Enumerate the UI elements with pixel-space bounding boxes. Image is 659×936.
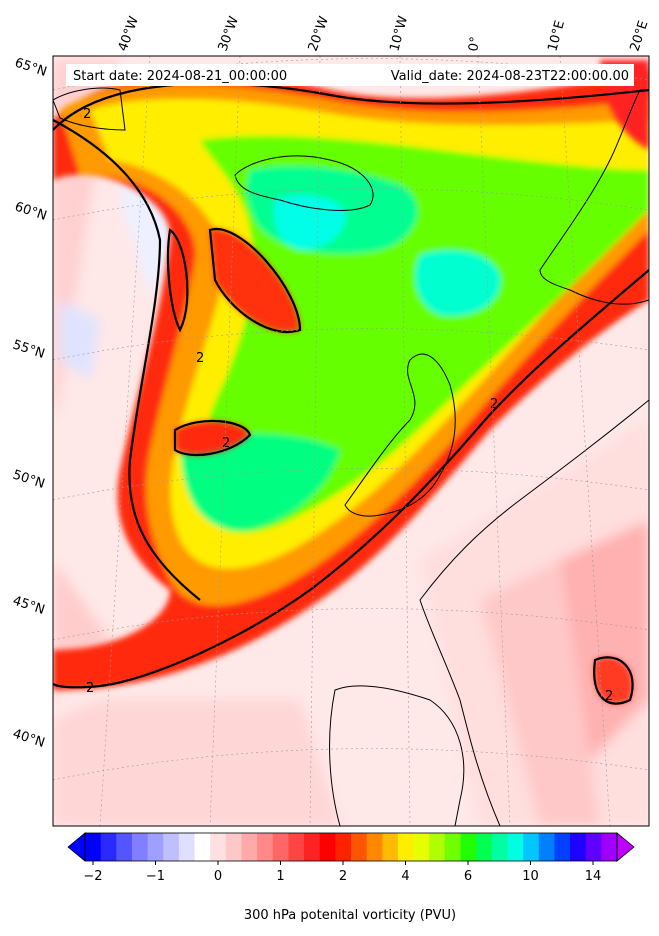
lat-label: 50°N — [11, 468, 47, 492]
colorbar-extend-low — [67, 832, 86, 862]
latitude-labels: 65°N 60°N 55°N 50°N 45°N 40°N — [11, 56, 49, 751]
colorbar: −2 −1 0 1 2 4 6 10 14 300 hPa potenital vorticit… — [67, 832, 635, 923]
lon-label: 20°W — [306, 14, 332, 53]
colorbar-cell — [538, 833, 555, 861]
colorbar-tick-label: 4 — [401, 869, 409, 884]
colorbar-cell — [210, 833, 227, 861]
colorbar-cell — [554, 833, 571, 861]
start-date-label: Start date: 2024-08-21_00:00:00 — [73, 69, 287, 84]
colorbar-frame — [84, 832, 618, 862]
colorbar-cell — [491, 833, 508, 861]
colorbar-cell — [163, 833, 180, 861]
colorbar-tick-label: 0 — [214, 869, 222, 884]
colorbar-tick-label: −1 — [146, 869, 165, 884]
valid-date-label: Valid_date: 2024-08-23T22:00:00.00 — [391, 69, 629, 84]
longitude-labels: 40°W 30°W 20°W 10°W 0° 10°E 20°E — [116, 14, 652, 53]
colorbar-tick-label: 14 — [585, 869, 602, 884]
colorbar-cells — [85, 833, 618, 861]
lon-label: 40°W — [116, 14, 142, 53]
colorbar-cell — [601, 833, 618, 861]
colorbar-cell — [241, 833, 258, 861]
colorbar-cell — [366, 833, 383, 861]
colorbar-cell — [335, 833, 352, 861]
colorbar-cell — [507, 833, 524, 861]
lat-label: 60°N — [13, 200, 49, 224]
colorbar-cell — [523, 833, 540, 861]
colorbar-cell — [429, 833, 446, 861]
british-isles-coast — [344, 353, 456, 517]
map-area[interactable]: 2 2 2 2 2 2 Start date: 2024-08-21_00:00… — [53, 56, 649, 826]
colorbar-cell — [257, 833, 274, 861]
iberia-coast — [329, 685, 465, 826]
colorbar-cell — [585, 833, 602, 861]
colorbar-cell — [225, 833, 242, 861]
colorbar-tick-label: 10 — [522, 869, 539, 884]
colorbar-cell — [85, 833, 102, 861]
europe-coast — [419, 399, 649, 826]
graticule — [53, 56, 649, 826]
colorbar-cell — [272, 833, 289, 861]
lat-label: 40°N — [11, 727, 47, 751]
colorbar-cell — [476, 833, 493, 861]
contour-labels: 2 2 2 2 2 2 — [83, 107, 613, 704]
colorbar-cell — [288, 833, 305, 861]
pv-2-contour — [53, 82, 649, 705]
colorbar-cell — [444, 833, 462, 861]
map-frame — [52, 55, 650, 827]
info-box — [66, 64, 634, 86]
colorbar-tick-label: 1 — [276, 869, 284, 884]
iceland-coast — [234, 155, 374, 211]
contour-label: 2 — [196, 351, 204, 366]
colorbar-cell — [319, 833, 336, 861]
colorbar-title: 300 hPa potenital vorticity (PVU) — [244, 908, 456, 923]
colorbar-ticks: −2 −1 0 1 2 4 6 10 14 — [83, 861, 601, 884]
colorbar-cell — [460, 833, 477, 861]
colorbar-cell — [194, 833, 211, 861]
greenland-coast — [53, 87, 126, 131]
colorbar-cell — [116, 833, 133, 861]
lon-label: 0° — [466, 36, 483, 53]
lon-label: 30°W — [216, 14, 242, 53]
colorbar-tick-label: 6 — [464, 869, 472, 884]
contour-label: 2 — [605, 689, 613, 704]
colorbar-cell — [351, 833, 368, 861]
colorbar-cell — [147, 833, 164, 861]
colorbar-cell — [397, 833, 415, 861]
lon-label: 10°W — [387, 14, 411, 53]
contour-label: 2 — [490, 397, 498, 412]
contour-label: 2 — [222, 436, 230, 451]
colorbar-cell — [304, 833, 321, 861]
colorbar-tick-label: −2 — [83, 869, 102, 884]
lon-label: 10°E — [545, 19, 568, 53]
contour-label: 2 — [83, 107, 91, 122]
colorbar-cell — [570, 833, 587, 861]
colorbar-extend-high — [616, 832, 635, 862]
lat-label: 55°N — [11, 338, 47, 362]
colorbar-cell — [413, 833, 430, 861]
contour-label: 2 — [86, 681, 94, 696]
colorbar-cell — [100, 833, 117, 861]
colorbar-tick-label: 2 — [339, 869, 347, 884]
pv-trough — [53, 70, 649, 690]
lat-label: 65°N — [13, 56, 49, 80]
colorbar-cell — [131, 833, 149, 861]
colorbar-cell — [178, 833, 196, 861]
lat-label: 45°N — [11, 594, 47, 618]
lon-label: 20°E — [628, 19, 652, 53]
colorbar-cell — [382, 833, 399, 861]
